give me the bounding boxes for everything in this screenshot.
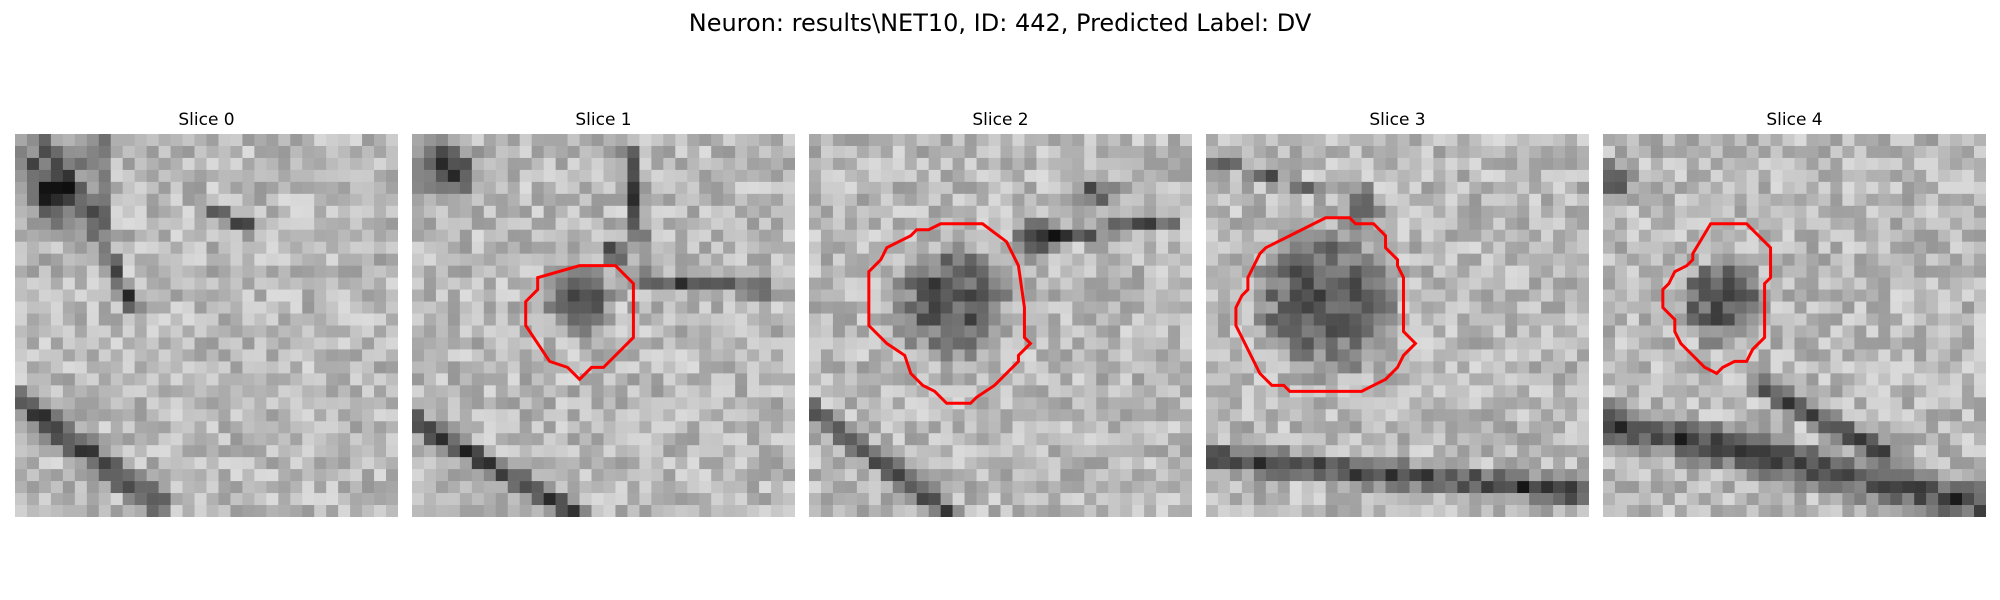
slice-title: Slice 1	[575, 110, 632, 130]
slice-title: Slice 3	[1369, 110, 1426, 130]
slice-canvas	[1603, 134, 1986, 517]
segmentation-contour	[1661, 222, 1773, 376]
slice-panel-4: Slice 4	[1603, 110, 1986, 517]
slice-title: Slice 2	[972, 110, 1029, 130]
slice-image	[1206, 134, 1589, 517]
slice-image	[15, 134, 398, 517]
slice-panel-2: Slice 2	[809, 110, 1192, 517]
slice-title: Slice 0	[178, 110, 235, 130]
slice-canvas	[412, 134, 795, 517]
slice-panel-3: Slice 3	[1206, 110, 1589, 517]
segmentation-contour	[867, 222, 1033, 405]
slice-title: Slice 4	[1766, 110, 1823, 130]
slice-panel-1: Slice 1	[412, 110, 795, 517]
segmentation-contour	[524, 264, 635, 382]
slice-canvas	[15, 134, 398, 517]
slice-image	[412, 134, 795, 517]
figure-title: Neuron: results\NET10, ID: 442, Predicte…	[688, 9, 1312, 37]
slice-panel-0: Slice 0	[15, 110, 398, 517]
slice-image	[809, 134, 1192, 517]
slice-image	[1603, 134, 1986, 517]
slice-canvas	[809, 134, 1192, 517]
slice-canvas	[1206, 134, 1589, 517]
segmentation-contour	[1234, 216, 1418, 393]
